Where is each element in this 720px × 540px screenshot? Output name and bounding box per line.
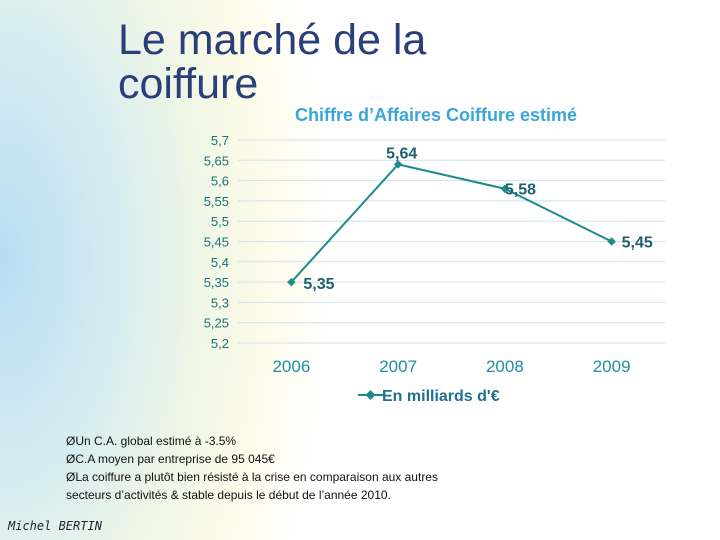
y-tick-label: 5,2 (211, 336, 229, 351)
x-tick-label: 2008 (486, 357, 524, 376)
y-tick-label: 5,4 (211, 255, 229, 270)
data-point (393, 160, 403, 169)
y-tick-label: 5,7 (211, 133, 229, 148)
slide-title: Le marché de la coiffure (118, 18, 538, 106)
x-axis-tick-labels: 2006 2007 2008 2009 (272, 357, 630, 376)
y-tick-label: 5,65 (204, 153, 229, 168)
author-name: Michel BERTIN (8, 519, 102, 533)
data-point (607, 237, 616, 246)
chart-series (287, 160, 616, 287)
chart-legend: En milliards d'€ (358, 388, 500, 405)
note-line-4: secteurs d’activités & stable depuis le … (66, 488, 391, 502)
chart-title: Chiffre d’Affaires Coiffure estimé (295, 105, 577, 125)
y-tick-label: 5,55 (204, 194, 229, 209)
y-tick-label: 5,25 (204, 316, 229, 331)
legend-label: En milliards d'€ (382, 388, 500, 405)
y-axis-tick-labels: 5,2 5,25 5,3 5,35 5,4 5,45 5,5 5,55 5,6 5,65 5,7 (204, 133, 229, 351)
data-point (287, 277, 296, 287)
data-label: 5,64 (386, 145, 417, 162)
x-tick-label: 2006 (272, 357, 310, 376)
y-tick-label: 5,5 (211, 214, 229, 229)
data-label: 5,58 (505, 182, 536, 199)
y-tick-label: 5,35 (204, 275, 229, 290)
series-line (290, 163, 613, 283)
slide-title-line-2: coiffure (118, 60, 259, 108)
note-line-3: ØLa coiffure a plutôt bien résisté à la … (66, 470, 438, 484)
notes-block: ØUn C.A. global estimé à -3.5% ØC.A moye… (66, 432, 626, 504)
data-point (500, 184, 510, 193)
x-tick-label: 2007 (379, 357, 417, 376)
data-label: 5,45 (622, 235, 653, 252)
chart-gridlines (238, 139, 665, 344)
y-tick-label: 5,3 (211, 295, 229, 310)
y-tick-label: 5,45 (204, 235, 229, 250)
x-tick-label: 2009 (593, 357, 631, 376)
legend-marker (365, 390, 376, 400)
note-line-2: ØC.A moyen par entreprise de 95 045€ (66, 452, 275, 466)
data-label: 5,35 (303, 276, 334, 293)
y-tick-label: 5,6 (211, 174, 229, 189)
note-line-1: ØUn C.A. global estimé à -3.5% (66, 434, 237, 448)
chart-data-labels: 5,35 5,64 5,58 5,45 (303, 145, 652, 293)
slide-title-line-1: Le marché de la (118, 16, 427, 64)
